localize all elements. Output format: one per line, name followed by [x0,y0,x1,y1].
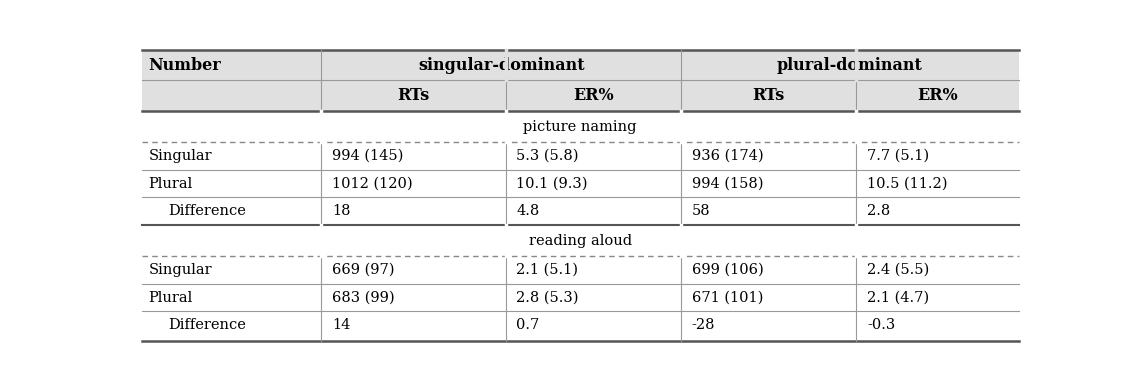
Text: 4.8: 4.8 [516,204,539,218]
Bar [142,80,1019,111]
Text: -0.3: -0.3 [867,317,895,331]
Text: reading aloud: reading aloud [529,234,632,248]
Text: 994 (158): 994 (158) [692,177,763,191]
Text: 10.5 (11.2): 10.5 (11.2) [867,177,947,191]
Text: 1012 (120): 1012 (120) [332,177,412,191]
Text: 2.8: 2.8 [867,204,890,218]
Text: 5.3 (5.8): 5.3 (5.8) [516,149,578,163]
Text: 669 (97): 669 (97) [332,263,394,277]
Text: RTs: RTs [397,87,429,104]
Text: 7.7 (5.1): 7.7 (5.1) [867,149,929,163]
Text: Difference: Difference [168,317,246,331]
Text: 2.4 (5.5): 2.4 (5.5) [867,263,929,277]
Text: Number: Number [148,57,221,74]
Text: ER%: ER% [917,87,958,104]
Text: plural-dominant: plural-dominant [777,57,923,74]
Text: Singular: Singular [148,263,212,277]
Text: 2.1 (4.7): 2.1 (4.7) [867,291,929,305]
Text: picture naming: picture naming [523,120,637,133]
Text: Singular: Singular [148,149,212,163]
Text: -28: -28 [692,317,715,331]
Text: 2.8 (5.3): 2.8 (5.3) [516,291,578,305]
Text: 18: 18 [332,204,351,218]
Text: Plural: Plural [148,177,192,191]
Bar [142,50,1019,80]
Text: 10.1 (9.3): 10.1 (9.3) [516,177,588,191]
Text: 699 (106): 699 (106) [692,263,763,277]
Text: 2.1 (5.1): 2.1 (5.1) [516,263,578,277]
Text: RTs: RTs [753,87,784,104]
Text: 58: 58 [692,204,710,218]
Text: Difference: Difference [168,204,246,218]
Text: 0.7: 0.7 [516,317,539,331]
Text: ER%: ER% [573,87,614,104]
Text: 683 (99): 683 (99) [332,291,394,305]
Text: 936 (174): 936 (174) [692,149,763,163]
Text: 994 (145): 994 (145) [332,149,403,163]
Text: Plural: Plural [148,291,192,305]
Text: 671 (101): 671 (101) [692,291,763,305]
Text: 14: 14 [332,317,350,331]
Text: singular-dominant: singular-dominant [418,57,584,74]
